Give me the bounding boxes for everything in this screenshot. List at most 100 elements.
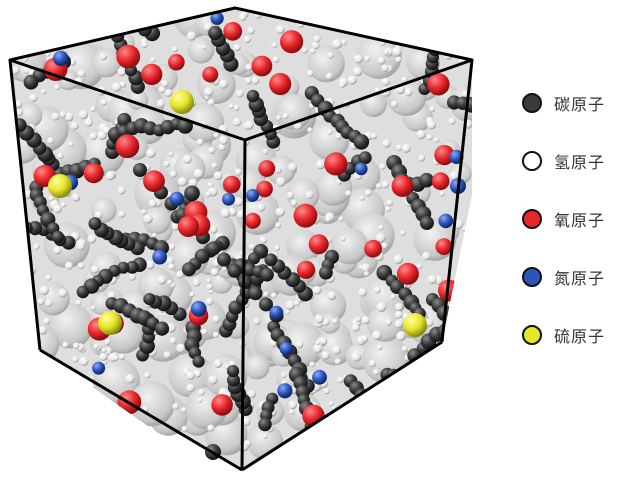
- hydrogen-atom: [99, 52, 107, 61]
- hydrogen-atom: [376, 302, 387, 312]
- carbon-atom: [353, 134, 370, 150]
- hydrogen-atom: [192, 278, 201, 287]
- hydrogen-atom: [90, 305, 96, 311]
- hydrogen-atom: [60, 202, 67, 208]
- carbon-atom: [359, 403, 375, 420]
- hydrogen-atom: [210, 268, 219, 277]
- oxygen-atom: [141, 63, 163, 86]
- hydrogen-atom: [429, 106, 436, 113]
- hydrogen-atom: [203, 87, 214, 97]
- oxygen-atom: [211, 394, 233, 416]
- hydrogen-atom: [311, 41, 320, 50]
- hydrogen-atom: [351, 323, 360, 332]
- hydrogen-atom: [75, 299, 82, 306]
- hydrogen-atom: [90, 106, 96, 112]
- hydrogen-atom: [79, 357, 89, 366]
- hydrogen-atom: [364, 271, 370, 277]
- hydrogen-atom: [401, 76, 408, 83]
- carbon-atom: [192, 355, 205, 368]
- pore-surface-patch: [244, 354, 270, 380]
- nitrogen-atom: [246, 188, 260, 202]
- carbon-atom: [425, 392, 440, 408]
- hydrogen-atom: [168, 151, 174, 157]
- hydrogen-atom: [145, 260, 155, 270]
- hydrogen-atom: [65, 261, 74, 270]
- hydrogen-atom: [309, 361, 316, 368]
- oxygen-atom: [427, 73, 450, 96]
- hydrogen-atom: [422, 251, 431, 261]
- hydrogen-atom: [327, 52, 334, 59]
- sulfur-atom: [403, 313, 427, 337]
- hydrogen-atom: [306, 69, 314, 77]
- hydrogen-atom: [364, 55, 371, 62]
- hydrogen-atom: [293, 121, 302, 130]
- hydrogen-atom: [39, 285, 49, 296]
- carbon-atom: [367, 420, 383, 436]
- hydrogen-atom: [334, 358, 341, 365]
- hydrogen-atom: [148, 199, 157, 208]
- hydrogen-atom: [310, 48, 316, 54]
- hydrogen-atom: [222, 266, 228, 272]
- carbon-atom: [305, 438, 318, 451]
- nitrogen-atom: [312, 369, 327, 385]
- hydrogen-atom: [416, 263, 423, 270]
- hydrogen-atom: [338, 216, 344, 222]
- carbon-atom: [143, 293, 156, 306]
- hydrogen-atom: [205, 297, 214, 306]
- hydrogen-atom: [212, 315, 220, 324]
- hydrogen-atom: [383, 49, 390, 56]
- hydrogen-atom: [325, 72, 333, 80]
- hydrogen-atom: [206, 283, 213, 290]
- oxygen-atom: [308, 234, 329, 255]
- hydrogen-atom: [381, 64, 389, 72]
- legend-label: 硫原子: [554, 327, 606, 346]
- hydrogen-atom: [375, 183, 382, 189]
- pore-surface-patch: [307, 45, 345, 83]
- hydrogen-atom: [400, 230, 406, 236]
- hydrogen-atom: [243, 35, 251, 44]
- carbon-atom: [88, 217, 102, 231]
- carbon-atom: [492, 98, 506, 112]
- hydrogen-atom: [87, 234, 97, 244]
- nitrogen-atom: [210, 11, 224, 25]
- hydrogen-atom: [381, 77, 390, 86]
- hydrogen-atom: [312, 285, 322, 295]
- hydrogen-atom: [313, 343, 323, 353]
- hydrogen-atom: [262, 148, 269, 155]
- hydrogen-atom: [156, 99, 165, 108]
- nitrogen-atom: [277, 383, 293, 399]
- hydrogen-atom: [62, 341, 69, 349]
- hydrogen-atom: [40, 89, 47, 95]
- hydrogen-atom: [381, 242, 388, 249]
- pore-surface-patch: [129, 381, 175, 427]
- carbon-atom: [51, 230, 65, 244]
- hydrogen-atom: [166, 279, 173, 286]
- carbon-atom: [217, 252, 231, 267]
- hydrogen-atom: [207, 182, 214, 188]
- hydrogen-atom: [390, 100, 398, 108]
- box-edge-right: [440, 59, 474, 343]
- carbon-atom: [319, 265, 333, 280]
- hydrogen-atom: [332, 38, 343, 49]
- legend-item-oxygen: 氧原子: [522, 208, 640, 230]
- box-edge-left: [8, 59, 42, 351]
- hydrogen-atom: [253, 317, 261, 325]
- hydrogen-atom: [286, 191, 295, 199]
- oxygen-atom: [116, 44, 141, 69]
- hydrogen-atom: [390, 294, 396, 300]
- hydrogen-atom: [361, 263, 371, 273]
- hydrogen-atom: [382, 139, 391, 148]
- sulfur-swatch-icon: [522, 325, 542, 345]
- hydrogen-atom: [89, 132, 98, 141]
- pore-surface-patch: [47, 303, 93, 349]
- hydrogen-atom: [338, 82, 345, 89]
- hydrogen-atom: [394, 302, 404, 311]
- hydrogen-atom: [161, 80, 169, 88]
- hydrogen-atom: [213, 171, 223, 181]
- oxygen-swatch-icon: [522, 209, 542, 229]
- hydrogen-atom: [274, 166, 282, 174]
- hydrogen-atom: [48, 195, 54, 202]
- hydrogen-atom: [401, 143, 411, 153]
- oxygen-atom: [244, 212, 261, 229]
